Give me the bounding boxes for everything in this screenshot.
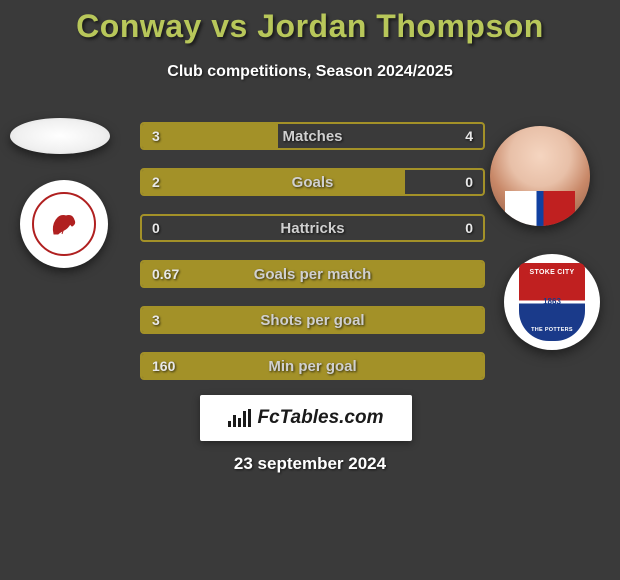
branding-text: FcTables.com: [257, 407, 383, 429]
page-subtitle: Club competitions, Season 2024/2025: [0, 63, 620, 81]
club-left-badge: [20, 180, 108, 268]
stat-row: 2Goals0: [140, 168, 485, 196]
stats-comparison: 3Matches42Goals00Hattricks00.67Goals per…: [140, 122, 485, 398]
date-text: 23 september 2024: [0, 454, 620, 474]
player-right-photo: [490, 126, 590, 226]
bar-chart-icon: [228, 409, 251, 427]
shield-icon: 1863: [519, 263, 585, 341]
player-left-photo: [10, 118, 110, 154]
stat-value-right: 0: [465, 216, 473, 240]
stat-label: Hattricks: [142, 216, 483, 240]
stat-label: Matches: [142, 124, 483, 148]
stat-row: 160Min per goal: [140, 352, 485, 380]
stat-value-right: 0: [465, 170, 473, 194]
stat-row: 0.67Goals per match: [140, 260, 485, 288]
stat-label: Goals: [142, 170, 483, 194]
stat-value-right: 4: [465, 124, 473, 148]
stat-row: 3Shots per goal: [140, 306, 485, 334]
branding-badge: FcTables.com: [200, 395, 412, 441]
lion-icon: [32, 192, 96, 256]
club-right-year: 1863: [519, 297, 585, 306]
stat-row: 0Hattricks0: [140, 214, 485, 242]
stat-label: Goals per match: [142, 262, 483, 286]
stat-label: Min per goal: [142, 354, 483, 378]
club-right-badge: 1863: [504, 254, 600, 350]
stat-row: 3Matches4: [140, 122, 485, 150]
stat-label: Shots per goal: [142, 308, 483, 332]
page-title: Conway vs Jordan Thompson: [0, 0, 620, 45]
